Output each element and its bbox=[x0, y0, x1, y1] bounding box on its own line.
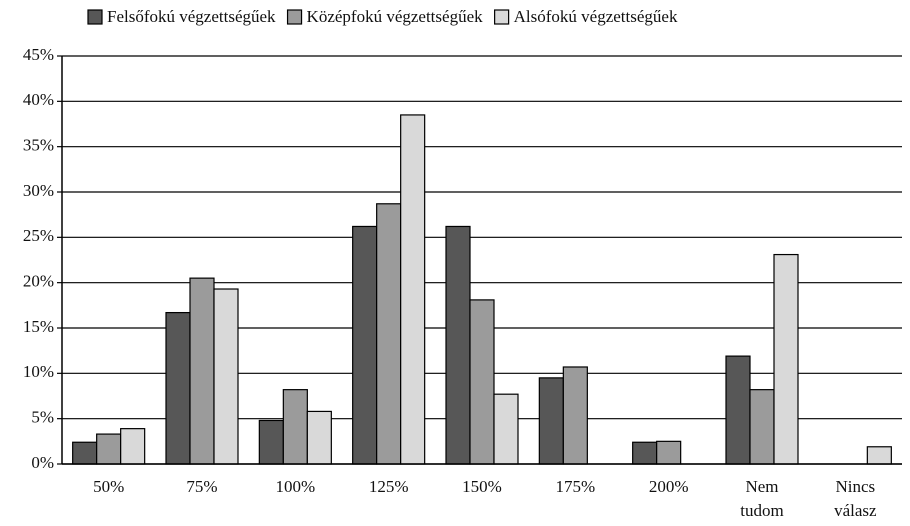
x-tick-label: 50% bbox=[93, 477, 124, 496]
bar bbox=[538, 377, 564, 465]
bar bbox=[866, 446, 892, 465]
bar bbox=[400, 114, 426, 465]
bar bbox=[562, 366, 588, 465]
y-tick-label: 40% bbox=[23, 90, 54, 109]
legend-swatch bbox=[494, 9, 510, 25]
x-tick-label-line: Nincs bbox=[835, 477, 875, 496]
legend-swatch bbox=[286, 9, 303, 25]
legend-label: Középfokú végzettségűek bbox=[307, 7, 484, 26]
bar bbox=[96, 433, 122, 465]
bar bbox=[656, 440, 682, 465]
y-tick-label: 5% bbox=[31, 408, 54, 427]
bar bbox=[72, 441, 98, 465]
x-tick-label: 75% bbox=[186, 477, 217, 496]
y-tick-label: 45% bbox=[23, 45, 54, 64]
bar bbox=[493, 393, 519, 465]
bar bbox=[445, 225, 471, 465]
bar bbox=[282, 389, 308, 465]
y-tick-label: 0% bbox=[31, 453, 54, 472]
bar bbox=[165, 311, 191, 465]
x-tick-label: 150% bbox=[462, 477, 502, 496]
x-tick-label: 175% bbox=[555, 477, 595, 496]
x-tick-label: 200% bbox=[649, 477, 689, 496]
x-tick-label-line: tudom bbox=[740, 501, 783, 520]
y-tick-label: 10% bbox=[23, 362, 54, 381]
x-tick-label: Nem tudom bbox=[740, 477, 783, 520]
bar bbox=[632, 441, 658, 465]
legend-label: Alsófokú végzettségűek bbox=[514, 7, 678, 26]
bar bbox=[725, 355, 751, 465]
y-tick-label: 15% bbox=[23, 317, 54, 336]
bar bbox=[469, 299, 495, 465]
y-tick-label: 35% bbox=[23, 136, 54, 155]
y-tick-label: 30% bbox=[23, 181, 54, 200]
legend-label: Felsőfokú végzettségűek bbox=[107, 7, 276, 26]
x-tick-label-line: Nem bbox=[745, 477, 778, 496]
legend-swatch bbox=[87, 9, 103, 25]
bar bbox=[376, 203, 402, 465]
x-tick-label: 100% bbox=[275, 477, 315, 496]
x-tick-label-line: válasz bbox=[834, 501, 877, 520]
bar bbox=[773, 253, 799, 465]
y-tick-label: 25% bbox=[23, 226, 54, 245]
bar bbox=[352, 225, 378, 465]
bar bbox=[189, 277, 215, 465]
bar bbox=[306, 410, 332, 465]
y-tick-label: 20% bbox=[23, 272, 54, 291]
x-tick-label: 125% bbox=[369, 477, 409, 496]
bar bbox=[749, 389, 775, 465]
bar bbox=[120, 428, 146, 465]
x-tick-label: Nincs válasz bbox=[834, 477, 877, 520]
bar bbox=[213, 288, 239, 465]
bar bbox=[258, 419, 284, 465]
